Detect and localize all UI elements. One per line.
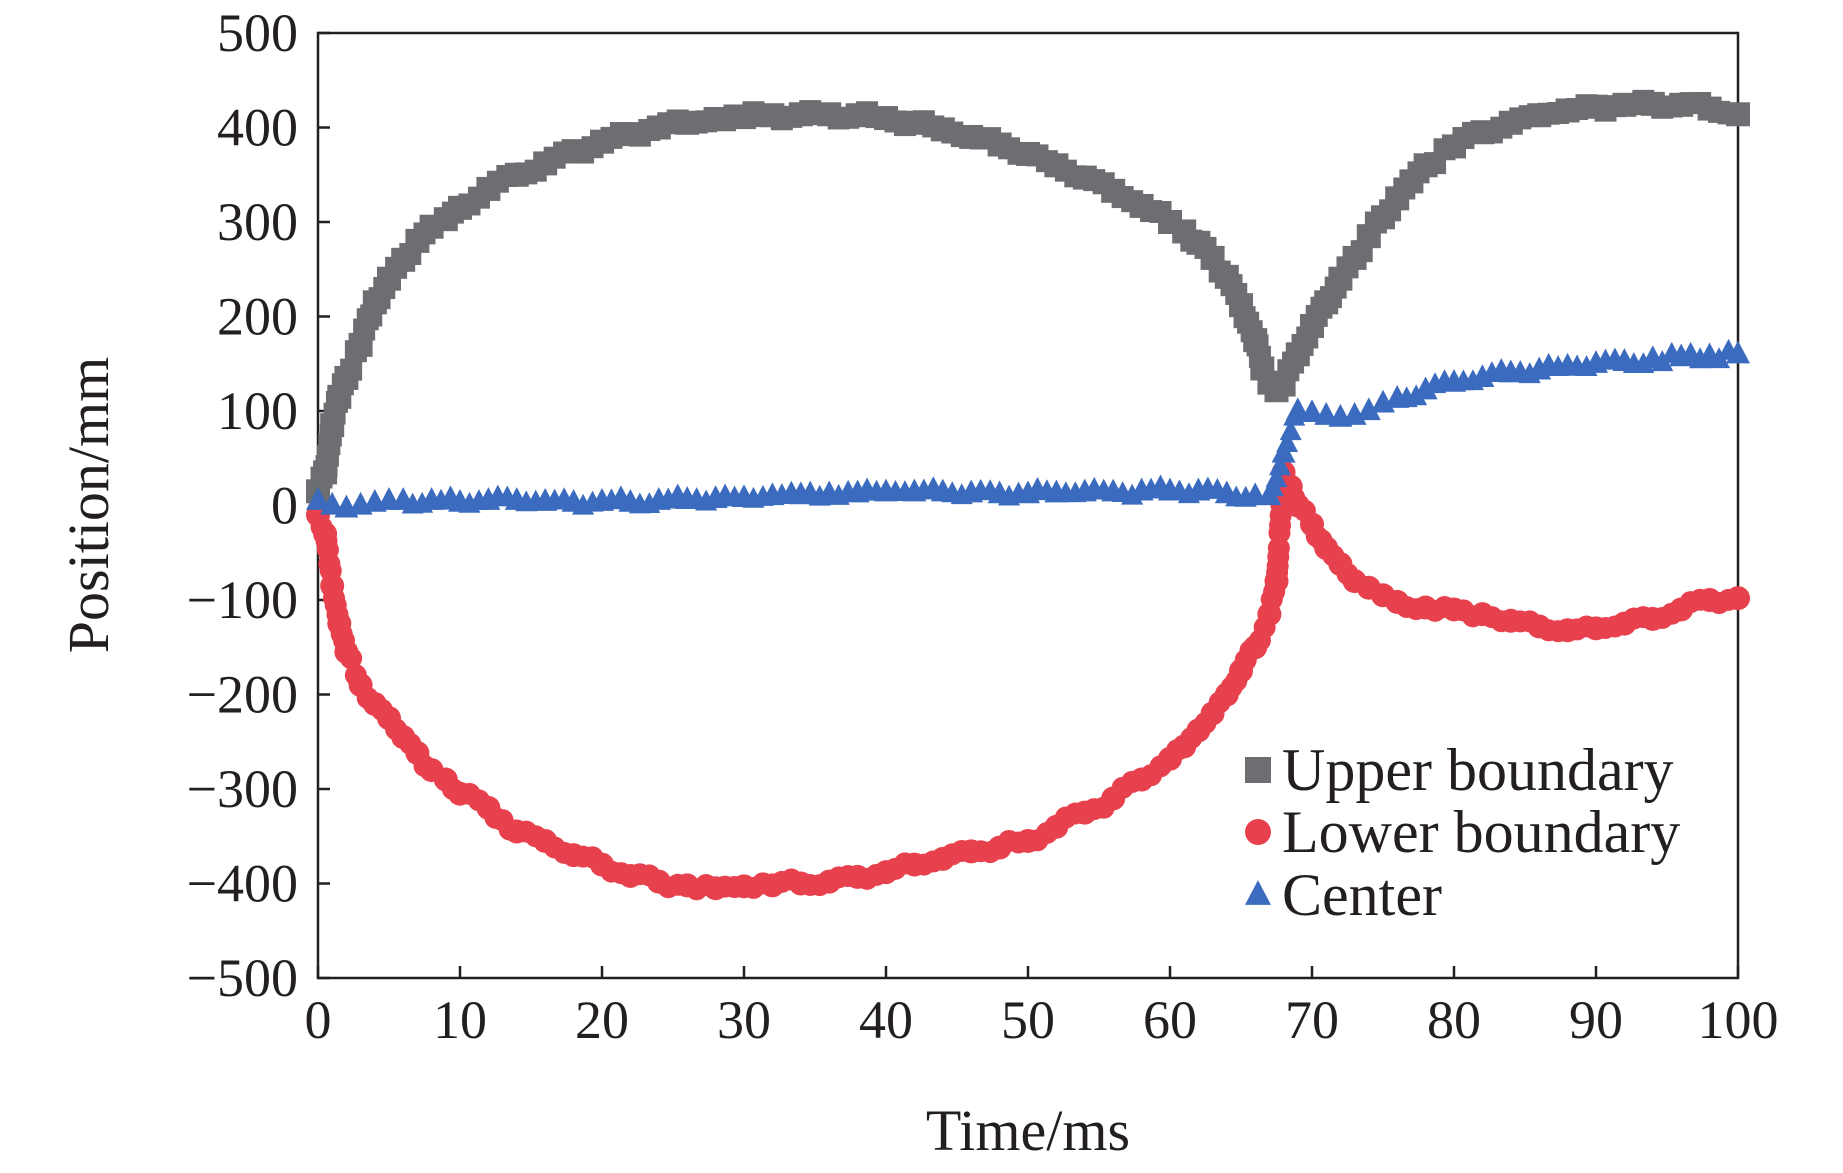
series-square xyxy=(306,89,1750,504)
y-tick-label: −400 xyxy=(187,854,298,914)
x-tick-label: 90 xyxy=(1569,990,1623,1050)
y-tick-label: 200 xyxy=(217,287,298,347)
square-point xyxy=(340,358,363,381)
y-tick-label: −500 xyxy=(187,948,298,1008)
x-axis-title: Time/ms xyxy=(926,1098,1130,1163)
triangle-point xyxy=(1285,397,1310,421)
circle-point xyxy=(1726,586,1750,611)
x-tick-label: 100 xyxy=(1698,990,1779,1050)
legend-label: Lower boundary xyxy=(1282,799,1680,865)
x-tick-label: 30 xyxy=(717,990,771,1050)
x-tick-label: 40 xyxy=(859,990,913,1050)
x-tick-label: 20 xyxy=(575,990,629,1050)
y-tick-label: 0 xyxy=(271,476,298,536)
legend-label: Upper boundary xyxy=(1282,737,1674,803)
y-axis-ticks: 500 400 300 200 100 0 −100 −200 −300 −400 −500 xyxy=(187,3,330,1008)
y-tick-label: −200 xyxy=(187,665,298,725)
x-tick-label: 80 xyxy=(1427,990,1481,1050)
triangle-point xyxy=(1279,419,1302,441)
series-triangle xyxy=(306,338,1750,518)
triangle-point xyxy=(1726,340,1750,364)
triangle-point xyxy=(1276,431,1299,452)
triangle-point xyxy=(1269,454,1292,476)
y-tick-label: 100 xyxy=(217,381,298,441)
series-circle xyxy=(306,460,1750,901)
y-tick-label: 500 xyxy=(217,3,298,63)
triangle-point xyxy=(1300,399,1324,423)
x-tick-label: 60 xyxy=(1143,990,1197,1050)
x-tick-label: 50 xyxy=(1001,990,1055,1050)
triangle-point xyxy=(1413,376,1438,400)
y-axis-title: Position/mm xyxy=(56,357,121,654)
legend-label: Center xyxy=(1282,862,1442,928)
square-point xyxy=(1726,102,1750,127)
x-tick-label: 10 xyxy=(433,990,487,1050)
x-tick-label: 0 xyxy=(305,990,332,1050)
x-axis-ticks: 0 10 20 30 40 50 60 70 80 90 100 xyxy=(305,966,1779,1050)
legend-marker-square xyxy=(1245,757,1271,783)
triangle-point xyxy=(1356,397,1381,421)
x-tick-label: 70 xyxy=(1285,990,1339,1050)
circle-point xyxy=(340,647,363,670)
y-tick-label: −300 xyxy=(187,759,298,819)
triangle-point xyxy=(306,487,330,510)
triangle-point xyxy=(1265,466,1288,488)
triangle-point xyxy=(320,491,345,515)
y-tick-label: 400 xyxy=(217,98,298,158)
triangle-point xyxy=(1314,402,1339,425)
legend-marker-circle xyxy=(1245,819,1271,845)
y-tick-label: 300 xyxy=(217,192,298,252)
data-points xyxy=(306,89,1750,901)
legend-marker-triangle xyxy=(1245,880,1271,905)
y-tick-label: −100 xyxy=(187,570,298,630)
